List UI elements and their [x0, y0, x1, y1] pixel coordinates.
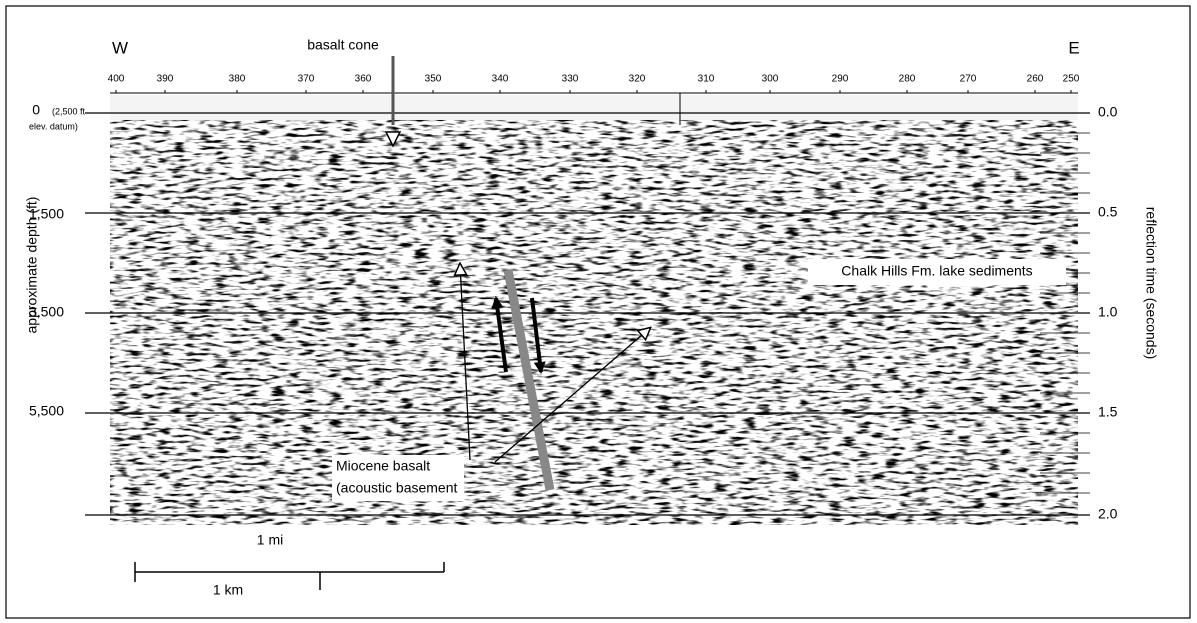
figure: Chalk Hills Fm. lake sediments Miocene b… — [0, 0, 1197, 623]
shotpoint-label: 370 — [298, 74, 315, 85]
time-label: 0.5 — [1098, 204, 1118, 220]
shotpoint-label: 310 — [698, 74, 715, 85]
shotpoint-label: 320 — [629, 74, 646, 85]
east-label: E — [1068, 38, 1079, 57]
shotpoint-label: 380 — [229, 74, 246, 85]
shotpoint-label: 330 — [562, 74, 579, 85]
shotpoint-label: 340 — [492, 74, 509, 85]
shotpoint-label: 350 — [425, 74, 442, 85]
shotpoint-label: 290 — [832, 74, 849, 85]
time-label: 2.0 — [1098, 506, 1118, 522]
shotpoint-label: 360 — [355, 74, 372, 85]
shotpoint-label: 300 — [762, 74, 779, 85]
shotpoint-label: 270 — [960, 74, 977, 85]
shotpoint-label: 260 — [1027, 74, 1044, 85]
shotpoint-label: 250 — [1063, 74, 1080, 85]
time-label: 0.0 — [1098, 104, 1118, 120]
time-label: 1.0 — [1098, 304, 1118, 320]
shotpoint-label: 280 — [899, 74, 916, 85]
seismic-section — [110, 120, 1078, 525]
shotpoint-label: 400 — [108, 74, 125, 85]
scale-label: 1 mi — [257, 532, 283, 548]
time-label: 1.5 — [1098, 404, 1118, 420]
shotpoint-label: 390 — [157, 74, 174, 85]
annotation: Chalk Hills Fm. lake sediments — [841, 263, 1032, 279]
annotation: (acoustic basement — [336, 480, 458, 496]
depth-label: 1,500 — [29, 206, 64, 222]
datum-note: (2,500 ft — [52, 106, 86, 116]
depth-label: 0 — [32, 102, 40, 118]
west-label: W — [112, 38, 128, 57]
depth-label: 5,500 — [29, 403, 64, 419]
section-header — [110, 95, 1078, 120]
annotation: Miocene basalt — [336, 458, 430, 474]
datum-note: elev. datum) — [29, 121, 78, 131]
feature-label: basalt cone — [307, 37, 379, 53]
depth-label: 3,500 — [29, 304, 64, 320]
time-axis-title: reflection time (seconds) — [1143, 207, 1159, 360]
scale-label: 1 km — [213, 582, 243, 598]
